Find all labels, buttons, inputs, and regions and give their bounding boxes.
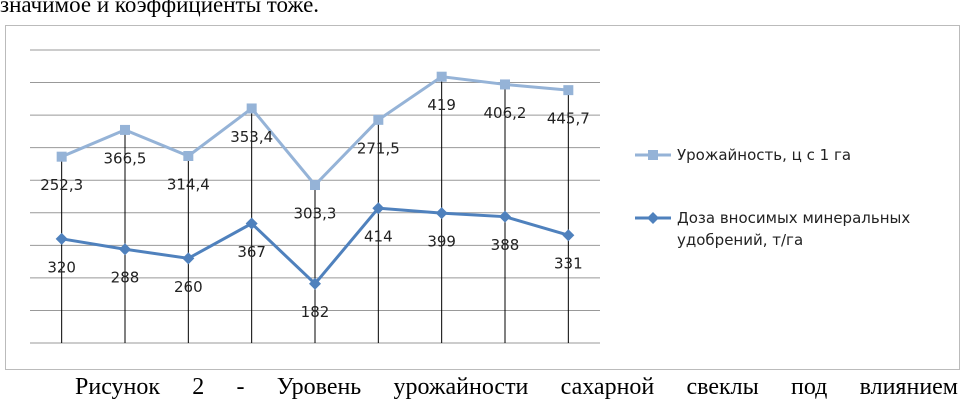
marker bbox=[562, 229, 575, 242]
data-label: 353,4 bbox=[230, 128, 273, 146]
chart-border bbox=[5, 25, 960, 370]
data-label: 406,2 bbox=[484, 104, 527, 122]
caption: Рисунок 2 - Уровень урожайности сахарной… bbox=[75, 374, 958, 400]
data-label: 252,3 bbox=[40, 176, 83, 194]
marker bbox=[56, 151, 67, 162]
marker bbox=[55, 232, 68, 245]
marker bbox=[310, 180, 320, 191]
data-label: 288 bbox=[111, 269, 140, 287]
marker bbox=[373, 114, 384, 125]
marker bbox=[245, 217, 258, 230]
legend-marker bbox=[647, 212, 659, 224]
data-label: 271,5 bbox=[357, 139, 400, 157]
marker bbox=[246, 103, 257, 114]
data-label: 182 bbox=[301, 303, 330, 321]
marker bbox=[120, 124, 130, 135]
series-line bbox=[61, 75, 569, 188]
data-label: 445,7 bbox=[547, 110, 590, 128]
data-label: 314,4 bbox=[167, 176, 210, 194]
marker bbox=[435, 207, 448, 220]
data-label: 320 bbox=[47, 258, 76, 276]
data-label: 414 bbox=[364, 228, 393, 246]
marker bbox=[436, 71, 447, 82]
marker bbox=[309, 277, 321, 290]
marker bbox=[500, 79, 510, 90]
data-label: 419 bbox=[427, 96, 456, 114]
legend-marker bbox=[648, 150, 658, 160]
data-label: 303,3 bbox=[294, 205, 337, 223]
marker bbox=[119, 243, 131, 256]
legend-label: Доза вносимых минеральных удобрений, т/г… bbox=[677, 209, 911, 249]
data-label: 399 bbox=[427, 233, 456, 251]
marker bbox=[183, 151, 194, 162]
data-label: 366,5 bbox=[104, 149, 147, 167]
legend-label: Урожайность, ц с 1 га bbox=[677, 146, 852, 164]
marker bbox=[372, 202, 385, 215]
data-label: 367 bbox=[237, 243, 266, 261]
data-label: 331 bbox=[554, 255, 583, 273]
marker bbox=[182, 252, 195, 265]
marker bbox=[499, 210, 511, 223]
marker bbox=[563, 85, 574, 96]
intro-text: значимое и коэффициенты тоже. bbox=[0, 0, 320, 17]
data-label: 388 bbox=[491, 236, 520, 254]
data-label: 260 bbox=[174, 278, 203, 296]
